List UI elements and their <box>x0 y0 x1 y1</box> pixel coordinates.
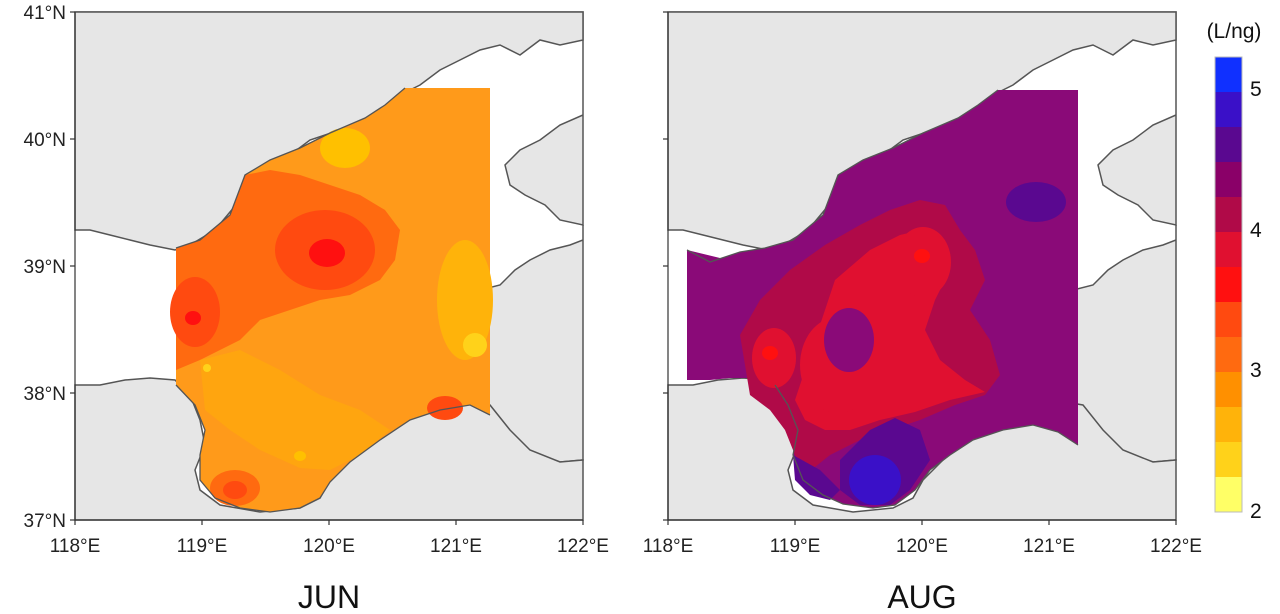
colorbar-swatch <box>1215 337 1242 373</box>
lat-tick-37: 37°N <box>24 511 66 532</box>
colorbar-border <box>1214 56 1243 513</box>
aug-lon-tick-122: 122°E <box>1150 536 1202 557</box>
lon-tick-118: 118°E <box>50 536 101 557</box>
aug-axes <box>663 11 1177 525</box>
colorbar-swatch <box>1215 162 1242 198</box>
aug-coldspot-south <box>849 455 901 505</box>
lon-tick-122: 122°E <box>557 536 609 557</box>
colorbar-swatch <box>1215 477 1242 513</box>
aug-panel-title: AUG <box>887 579 956 614</box>
colorbar-swatch <box>1215 267 1242 303</box>
colorbar-tick-2: 2 <box>1250 500 1262 523</box>
aug-lon-tick-121: 121°E <box>1023 536 1075 557</box>
lat-tick-38: 38°N <box>24 384 66 405</box>
colorbar-swatches <box>1214 56 1243 513</box>
colorbar-swatch <box>1215 127 1242 163</box>
colorbar-swatch <box>1215 407 1242 443</box>
colorbar-swatch <box>1215 57 1242 93</box>
jun-map-panel: 41°N 40°N 39°N 38°N 37°N 118°E 119°E 120… <box>24 3 609 614</box>
colorbar-swatch <box>1215 232 1242 268</box>
colorbar-tick-5: 5 <box>1250 78 1262 101</box>
aug-lon-tick-120: 120°E <box>896 536 948 557</box>
lat-tick-41: 41°N <box>24 3 66 24</box>
colorbar-unit: (L/ng) <box>1207 20 1262 43</box>
colorbar-swatch <box>1215 302 1242 338</box>
aug-coastline <box>686 89 1079 509</box>
aug-lon-tick-119: 119°E <box>770 536 821 557</box>
jun-panel-title: JUN <box>298 579 360 614</box>
lon-tick-120: 120°E <box>303 536 355 557</box>
colorbar-tick-4: 4 <box>1250 219 1262 242</box>
jun-axes <box>70 11 584 525</box>
lon-tick-119: 119°E <box>177 536 228 557</box>
lon-tick-121: 121°E <box>430 536 482 557</box>
lat-tick-40: 40°N <box>24 130 66 151</box>
colorbar-tick-3: 3 <box>1250 359 1262 382</box>
aug-contour-field <box>687 90 1078 508</box>
jun-contour-field <box>170 88 493 512</box>
aug-map-panel: 118°E 119°E 120°E 121°E 122°E AUG <box>643 11 1202 614</box>
colorbar-swatch <box>1215 372 1242 408</box>
lat-tick-39: 39°N <box>24 257 66 278</box>
colorbar-swatch <box>1215 442 1242 478</box>
aug-lon-tick-118: 118°E <box>643 536 694 557</box>
colorbar-swatch <box>1215 197 1242 233</box>
colorbar-legend: (L/ng) 5 4 3 2 <box>1207 20 1262 523</box>
colorbar-swatch <box>1215 92 1242 128</box>
jun-coastline <box>175 87 491 513</box>
